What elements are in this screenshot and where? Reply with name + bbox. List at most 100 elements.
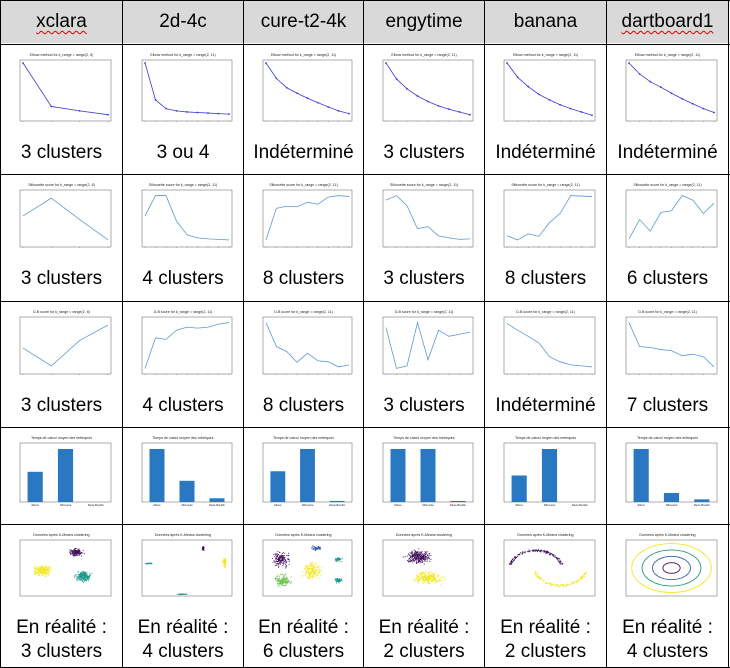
mini-plot-title: Données après K-Means clustering — [639, 533, 695, 537]
mini-plot-title: Silhouette score for k_range = range(2, … — [390, 183, 458, 187]
mini-plot: Données après K-Means clustering — [492, 531, 599, 606]
mini-plot: Silhouette score for k_range = range(2, … — [492, 181, 599, 257]
mini-plot-title: D-B score for k_range = range(2, 11) — [395, 310, 454, 314]
data-point — [337, 109, 340, 112]
mini-plot: Silhouette score for k_range = range(2, … — [614, 181, 721, 257]
series-line — [22, 62, 109, 116]
series-line — [22, 324, 109, 367]
series-line — [144, 195, 230, 241]
data-point — [306, 97, 309, 100]
bar — [633, 449, 649, 502]
bar — [541, 449, 558, 502]
bar — [300, 449, 315, 502]
cell-caption: 7 clusters — [626, 395, 709, 416]
series-line — [385, 195, 471, 240]
mini-plot: Temps de calcul moyen des métriques Elbow… — [614, 434, 721, 512]
cell-caption: 4 clusters — [142, 395, 224, 416]
mini-plot: D-B score for k_range = range(2, 11) — [614, 308, 721, 384]
data-point — [713, 111, 715, 114]
bar-label: Silhouette — [60, 503, 72, 507]
data-point — [628, 62, 630, 64]
bar-label: Silhouette — [544, 503, 556, 507]
data-point — [681, 97, 684, 100]
scatter-points — [33, 547, 93, 583]
column-header: 2d-4c — [123, 1, 243, 43]
data-point — [416, 95, 419, 97]
caption-line-count: 2 clusters — [504, 641, 587, 662]
data-point — [448, 108, 450, 111]
data-point — [591, 114, 593, 117]
bar-label: Davis-Bouldin — [694, 503, 711, 507]
data-point — [50, 105, 53, 108]
mini-plot-title: Silhouette score for k_range = range(2, … — [149, 183, 217, 187]
mini-plot-title: D-B score for k_range = range(2, 11) — [638, 310, 697, 314]
data-point — [175, 109, 178, 112]
data-point — [427, 100, 429, 103]
cell-caption: 3 ou 4 — [156, 142, 210, 163]
series-line — [628, 322, 715, 368]
caption-line-count: 3 clusters — [20, 641, 103, 662]
mini-plot-title: Données après K-Means clustering — [155, 533, 211, 537]
bar-label: Elbow — [32, 503, 39, 507]
scatter-points — [145, 545, 227, 596]
mini-plot: Silhouette score for k_range = range(2, … — [251, 181, 356, 257]
cell-caption: 3 clusters — [20, 142, 103, 163]
mini-plot-title: Données après K-Means clustering — [517, 533, 573, 537]
data-point — [649, 80, 652, 83]
data-point — [196, 111, 199, 114]
data-point — [165, 107, 167, 110]
mini-plot: Elbow method for k_range = range(2, 6) — [8, 51, 115, 131]
caption-line-count: 6 clusters — [262, 641, 345, 662]
bar — [209, 498, 225, 502]
data-point — [285, 86, 288, 89]
bar — [179, 480, 195, 502]
data-point — [638, 73, 641, 75]
bar-label: Davis-Bouldin — [572, 503, 589, 507]
mini-plot: Elbow method for k_range = range(2, 11) — [371, 51, 477, 131]
mini-plot: Temps de calcul moyen des métriques Elbow… — [251, 434, 356, 512]
data-point — [228, 113, 230, 116]
mini-plot: Données après K-Means clustering — [130, 531, 236, 606]
mini-plot-axes — [382, 539, 474, 597]
data-point — [385, 62, 387, 64]
mini-plot-title: Elbow method for k_range = range(2, 6) — [30, 53, 94, 57]
data-point — [506, 62, 508, 64]
caption-line-reality: En réalité : — [622, 617, 713, 638]
data-point — [458, 111, 461, 113]
data-point — [670, 92, 673, 95]
bar-label: Elbow — [153, 503, 160, 507]
mini-plot-title: Elbow method for k_range = range(2, 11) — [150, 53, 215, 57]
column-header-label: 2d-4c — [159, 11, 207, 32]
data-point — [144, 62, 146, 64]
mini-plot-axes — [19, 59, 112, 122]
mini-plot-axes — [19, 316, 112, 375]
series-line — [22, 197, 109, 241]
bar-label: Silhouette — [666, 503, 678, 507]
bar-label: Davis-Bouldin — [209, 503, 226, 507]
column-header-label: cure-t2-4k — [260, 11, 347, 32]
mini-plot: Temps de calcul moyen des métriques Elbow… — [8, 434, 115, 512]
cell-caption: 3 clusters — [383, 142, 465, 163]
mini-plot-title: Silhouette score for k_range = range(2, … — [269, 183, 337, 187]
data-point — [154, 98, 157, 101]
scatter-points — [402, 548, 446, 585]
data-point — [348, 112, 350, 115]
data-point — [107, 113, 109, 116]
cell-caption: 8 clusters — [262, 395, 345, 416]
data-point — [406, 87, 408, 90]
cell-caption: En réalité : 6 clusters — [244, 616, 363, 664]
column-header: xclara — [1, 1, 122, 43]
data-point — [296, 92, 299, 95]
mini-plot-title: Silhouette score for k_range = range(2, … — [511, 183, 579, 187]
data-point — [78, 109, 81, 112]
bar — [390, 449, 406, 502]
mini-plot: Temps de calcul moyen des métriques Elbow… — [492, 434, 599, 512]
mini-plot: D-B score for k_range = range(2, 11) — [371, 308, 477, 384]
mini-plot: D-B score for k_range = range(2, 6) — [8, 308, 115, 384]
cell-caption: 6 clusters — [626, 268, 709, 289]
bar-label: Elbow — [394, 503, 401, 507]
mini-plot-axes — [19, 189, 112, 248]
bar-label: Silhouette — [422, 503, 434, 507]
cell-caption: En réalité : 2 clusters — [364, 616, 484, 664]
data-point — [548, 98, 551, 101]
